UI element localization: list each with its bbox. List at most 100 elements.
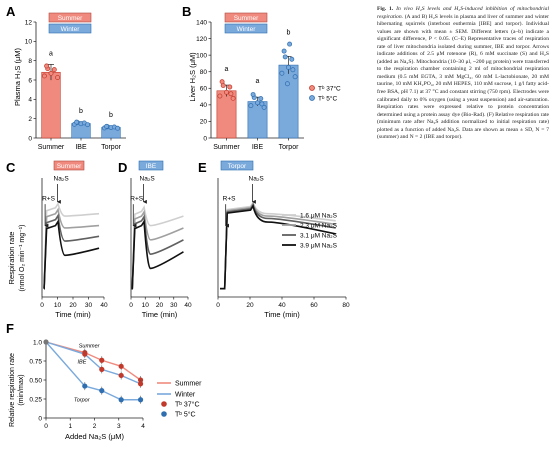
data-point — [118, 363, 124, 369]
legend-winter-swatch — [224, 23, 268, 34]
caption-title: In vivo H₂S levels and H₂S-induced inhib… — [377, 6, 549, 20]
x-tick-label: IBE — [75, 144, 87, 151]
x-axis-label: Time (min) — [264, 310, 300, 319]
y-tick-label: 100 — [196, 52, 207, 59]
arrow-na2s-label: Na₂S — [140, 175, 156, 182]
y-tick-label: 10 — [25, 39, 33, 46]
series-line — [45, 341, 141, 401]
y-axis-label: Respiration rate — [7, 232, 16, 285]
trace-line — [43, 201, 100, 290]
y-tick-label: 120 — [196, 36, 207, 43]
x-tick-label: 20 — [69, 302, 77, 309]
y-tick-label: 0.25 — [29, 396, 42, 403]
axes: 0 20 40 60 80 100 120 140 a Summer a IBE b Torpor — [196, 19, 304, 151]
data-point — [82, 351, 88, 357]
data-point — [55, 75, 61, 80]
trace-line — [131, 205, 184, 290]
data-point — [41, 73, 47, 79]
panel-letter: E — [198, 160, 207, 175]
x-tick-label: 0 — [44, 423, 48, 430]
y-tick-label: 0 — [203, 135, 207, 142]
y-tick-label: 1.0 — [33, 339, 42, 346]
data-point — [115, 125, 121, 131]
condition-tag-label: Summer — [57, 163, 82, 170]
data-point — [51, 67, 57, 73]
legend-marker-37 — [161, 401, 167, 407]
y-axis-label: (nmol O₂ min⁻¹ mg⁻¹) — [19, 225, 26, 292]
trace-line — [220, 204, 336, 290]
significance-letter: b — [287, 29, 291, 36]
x-tick-label: 1 — [68, 423, 72, 430]
arrow-rs-label: R+S — [130, 196, 143, 203]
y-tick-label: 0.50 — [29, 377, 42, 384]
legend-summer-label: Summer — [58, 15, 83, 22]
x-tick-label: 2 — [93, 423, 97, 430]
data-point — [85, 122, 91, 128]
data-point — [224, 89, 229, 95]
x-tick-label: 10 — [142, 302, 150, 309]
legend-label: Winter — [175, 392, 196, 399]
data-point — [227, 84, 233, 90]
x-axis-label: Time (min) — [55, 310, 91, 319]
x-tick-label: Torpor — [101, 144, 122, 151]
data-point — [230, 95, 236, 101]
axes: 0 0.25 0.50 0.75 1.0 0 1 2 3 4 Added Na₂S (μM) Summ… — [29, 339, 145, 441]
legend-label: 2.3 μM Na₂S — [300, 223, 338, 230]
panel-letter: F — [6, 321, 14, 336]
y-axis-label: Liver H₂S (μM) — [188, 52, 197, 102]
temp-37-marker — [309, 85, 315, 91]
trace-line — [131, 214, 184, 290]
data-point — [99, 366, 105, 372]
data-point — [261, 104, 267, 110]
legend-winter-swatch — [48, 23, 92, 34]
concentration-legend: 1.6 μM Na₂S 2.3 μM Na₂S 3.1 μM Na₂S 3.9 … — [282, 213, 338, 250]
legend-label: 3.9 μM Na₂S — [300, 243, 338, 250]
trace-line — [43, 207, 100, 290]
legend-marker-5 — [161, 411, 167, 417]
data-point — [255, 100, 260, 106]
caption-body: (A and B) H₂S levels in plasma and liver… — [377, 13, 550, 141]
data-point — [82, 383, 88, 389]
legend-label: Tᵇ 5°C — [175, 411, 196, 419]
panel-a: A Plasma H₂S (μM) Summer Winter 0 2 4 6 8 10 1… — [6, 4, 126, 151]
caption-lead: Fig. 1. — [377, 6, 394, 12]
data-point — [250, 92, 256, 97]
data-point — [228, 91, 234, 97]
x-tick-label: 0 — [216, 302, 220, 309]
trace-line — [43, 213, 100, 290]
y-tick-label: 4 — [28, 97, 32, 104]
panel-letter: C — [6, 160, 16, 175]
legend-summer-swatch — [224, 12, 268, 23]
data-point — [118, 397, 124, 403]
data-point — [258, 96, 264, 102]
y-tick-label: 140 — [196, 19, 207, 26]
y-tick-label: 0.75 — [29, 358, 42, 365]
data-point — [286, 64, 291, 70]
significance-letter: b — [79, 108, 83, 115]
x-axis-label: Added Na₂S (μM) — [65, 432, 124, 441]
y-axis-label: (min/max) — [18, 374, 25, 405]
x-tick-label: Summer — [38, 144, 65, 151]
panel-letter: B — [182, 4, 191, 19]
data-point — [137, 381, 144, 387]
x-tick-label: 0 — [40, 302, 44, 309]
x-tick-label: 30 — [85, 302, 93, 309]
legend-summer-label: Summer — [234, 15, 259, 22]
arrow-rs-label: R+S — [223, 196, 236, 203]
significance-letter: b — [109, 112, 113, 119]
legend-label: 3.1 μM Na₂S — [300, 233, 338, 240]
data-point — [43, 339, 49, 345]
data-point — [279, 70, 285, 76]
legend-winter-label: Winter — [237, 26, 257, 33]
y-tick-label: 6 — [28, 77, 32, 84]
x-tick-label: IBE — [252, 144, 264, 151]
significance-letter: a — [225, 66, 229, 73]
bar — [41, 71, 61, 139]
temp-5-label: Tᵇ 5°C — [318, 95, 337, 103]
panel-letter: D — [118, 160, 127, 175]
x-tick-label: 40 — [184, 302, 192, 309]
data-point — [99, 388, 105, 394]
legend-summer-swatch — [48, 12, 92, 23]
data-point — [44, 63, 50, 69]
